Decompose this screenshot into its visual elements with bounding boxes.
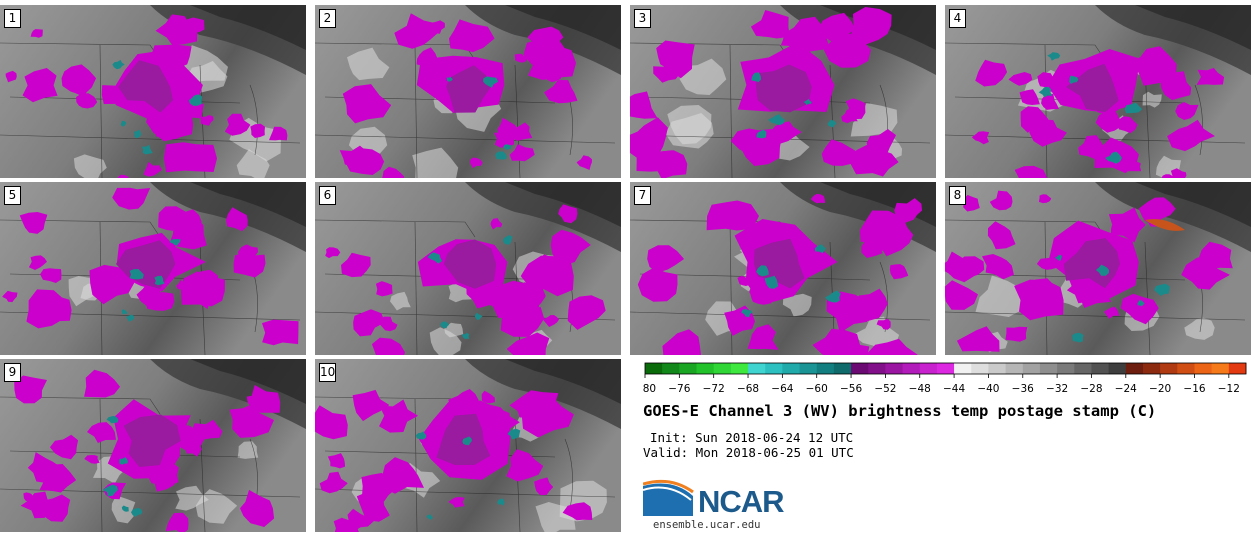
water-vapor-map <box>0 182 306 355</box>
colorbar-swatch <box>1228 363 1247 374</box>
colorbar-swatch <box>919 363 938 374</box>
panel-number: 6 <box>319 186 336 205</box>
colorbar-tick-label: −32 <box>1046 383 1068 395</box>
colorbar-swatch <box>1108 363 1127 374</box>
colorbar-swatch <box>1142 363 1161 374</box>
colorbar: −80−76−72−68−64−60−56−52−48−44−40−36−32−… <box>643 362 1247 395</box>
colorbar-swatch <box>885 363 903 374</box>
map-panel: 10 <box>315 359 621 532</box>
colorbar-swatch <box>730 363 749 374</box>
colorbar-tick-label: −28 <box>1080 383 1102 395</box>
panel-number: 3 <box>634 9 651 28</box>
chart-title: GOES-E Channel 3 (WV) brightness temp po… <box>643 402 1157 420</box>
colorbar-swatch <box>1091 363 1110 374</box>
panel-number: 8 <box>949 186 966 205</box>
colorbar-swatch <box>902 363 921 374</box>
ncar-logo <box>643 479 694 516</box>
colorbar-tick-label: −76 <box>668 383 690 395</box>
colorbar-tick-label: −12 <box>1218 383 1240 395</box>
map-panel: 5 <box>0 182 306 355</box>
colorbar-tick-label: −68 <box>737 383 759 395</box>
map-panel: 9 <box>0 359 306 532</box>
water-vapor-map <box>945 182 1251 355</box>
colorbar-tick-label: −52 <box>874 383 896 395</box>
colorbar-tick-label: −80 <box>643 383 656 395</box>
map-panel: 2 <box>315 5 621 178</box>
colorbar-swatch <box>1074 363 1092 374</box>
water-vapor-map <box>315 359 621 532</box>
water-vapor-map <box>0 359 306 532</box>
colorbar-tick-label: −56 <box>840 383 862 395</box>
colorbar-swatch <box>971 363 989 374</box>
panel-number: 9 <box>4 363 21 382</box>
colorbar-swatch <box>1039 363 1058 374</box>
water-vapor-map <box>630 5 936 178</box>
colorbar-swatch <box>1177 363 1195 374</box>
init-time: Init: Sun 2018-06-24 12 UTC <box>650 430 854 445</box>
panel-number: 2 <box>319 9 336 28</box>
colorbar-swatch <box>868 363 886 374</box>
colorbar-swatch <box>816 363 835 374</box>
map-panel: 1 <box>0 5 306 178</box>
colorbar-swatch <box>1194 363 1213 374</box>
panel-number: 1 <box>4 9 21 28</box>
logo-text: NCAR <box>698 484 785 519</box>
colorbar-tick-label: −20 <box>1149 383 1171 395</box>
map-panel: 8 <box>945 182 1251 355</box>
colorbar-swatch <box>645 363 663 374</box>
colorbar-swatch <box>988 363 1006 374</box>
colorbar-tick-label: −24 <box>1115 383 1137 395</box>
colorbar-tick-label: −48 <box>909 383 931 395</box>
map-panel: 3 <box>630 5 936 178</box>
colorbar-swatch <box>799 363 818 374</box>
colorbar-tick-label: −64 <box>771 383 793 395</box>
colorbar-tick-label: −36 <box>1012 383 1034 395</box>
colorbar-tick-label: −40 <box>977 383 999 395</box>
colorbar-swatch <box>936 363 955 374</box>
panel-number: 7 <box>634 186 651 205</box>
valid-time: Valid: Mon 2018-06-25 01 UTC <box>643 445 854 460</box>
colorbar-swatch <box>1160 363 1178 374</box>
colorbar-swatch <box>851 363 869 374</box>
colorbar-tick-label: −16 <box>1183 383 1205 395</box>
colorbar-tick-label: −44 <box>943 383 965 395</box>
colorbar-swatch <box>748 363 766 374</box>
panel-number: 4 <box>949 9 966 28</box>
water-vapor-map <box>315 182 621 355</box>
colorbar-swatch <box>1022 363 1041 374</box>
colorbar-swatch <box>1211 363 1230 374</box>
colorbar-swatch <box>696 363 715 374</box>
colorbar-swatch <box>713 363 732 374</box>
colorbar-swatch <box>1005 363 1024 374</box>
water-vapor-map <box>315 5 621 178</box>
water-vapor-map <box>630 182 936 355</box>
panel-number: 5 <box>4 186 21 205</box>
panel-number: 10 <box>319 363 336 382</box>
water-vapor-map <box>945 5 1251 178</box>
colorbar-swatch <box>833 363 852 374</box>
map-panel: 6 <box>315 182 621 355</box>
water-vapor-map <box>0 5 306 178</box>
map-panel: 7 <box>630 182 936 355</box>
colorbar-swatch <box>662 363 680 374</box>
colorbar-swatch <box>1057 363 1075 374</box>
colorbar-swatch <box>782 363 800 374</box>
colorbar-swatch <box>679 363 697 374</box>
colorbar-swatch <box>765 363 783 374</box>
map-panel: 4 <box>945 5 1251 178</box>
colorbar-swatch <box>954 363 972 374</box>
site-url: ensemble.ucar.edu <box>653 519 761 531</box>
colorbar-frame <box>644 362 1247 375</box>
colorbar-tick-label: −72 <box>703 383 725 395</box>
colorbar-tick-label: −60 <box>806 383 828 395</box>
colorbar-swatch <box>1125 363 1144 374</box>
